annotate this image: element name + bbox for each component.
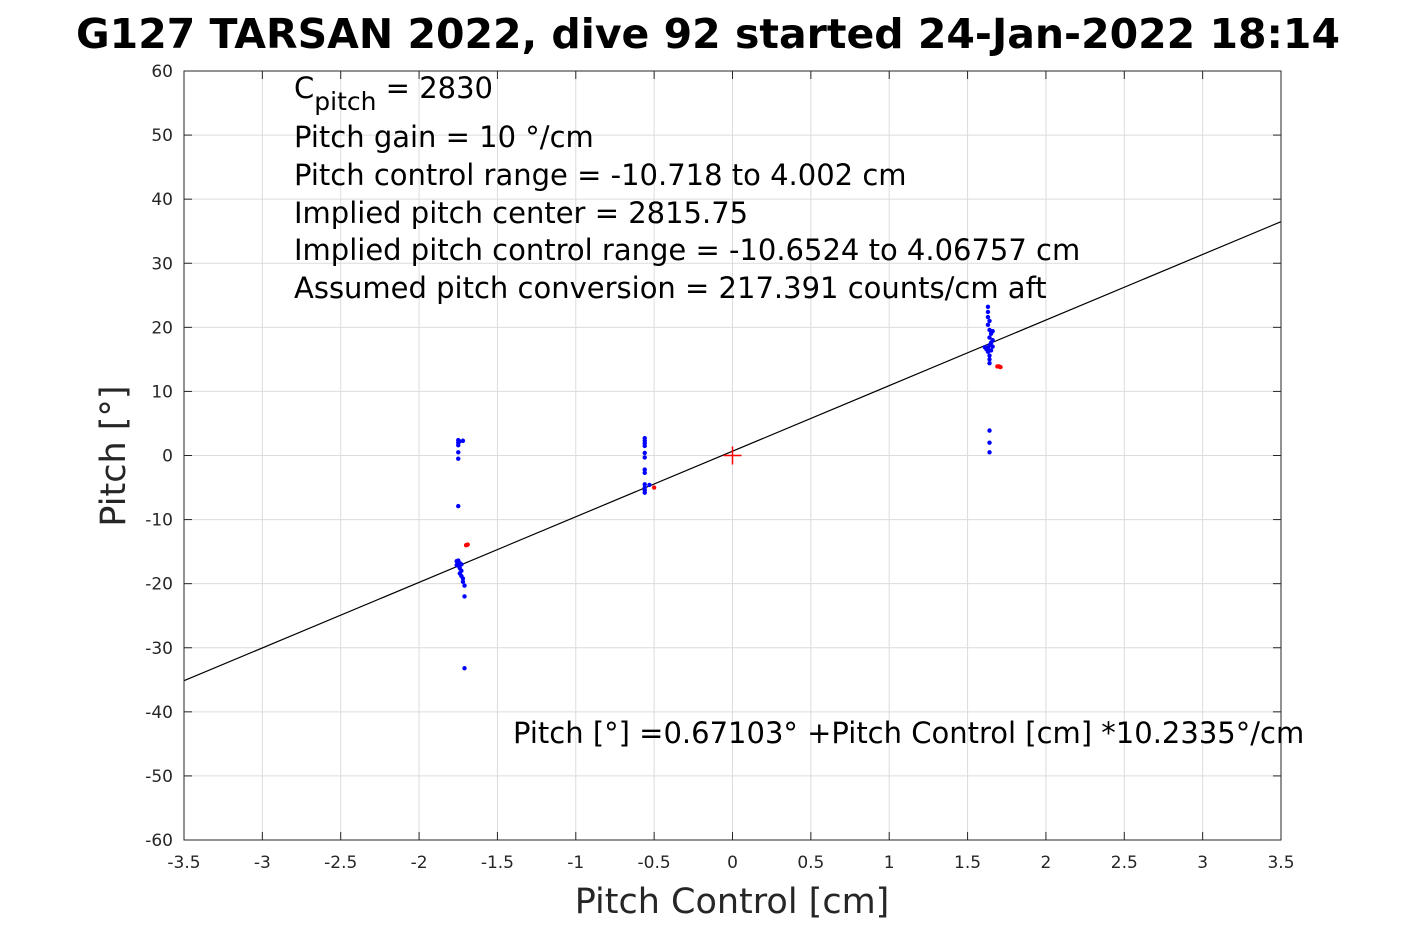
data-point xyxy=(460,438,466,443)
x-tick-label: -3.5 xyxy=(167,853,200,873)
data-point xyxy=(456,450,461,455)
data-point xyxy=(987,335,992,340)
data-point xyxy=(642,455,647,460)
y-axis-label: Pitch [°] xyxy=(94,385,134,526)
pitch-gain-annotation: Pitch gain = 10 °/cm xyxy=(294,120,594,154)
data-point xyxy=(454,559,459,564)
data-point xyxy=(985,309,991,315)
chart-title: G127 TARSAN 2022, dive 92 started 24-Jan… xyxy=(76,10,1340,58)
data-point xyxy=(982,344,988,350)
pitch-control-range-annotation: Pitch control range = -10.718 to 4.002 c… xyxy=(294,158,907,192)
y-tick-label: -50 xyxy=(145,767,173,787)
implied-pitch-control-range-annotation: Implied pitch control range = -10.6524 t… xyxy=(294,233,1080,267)
data-point xyxy=(462,594,467,599)
data-point xyxy=(456,503,461,509)
data-point xyxy=(985,322,991,327)
y-tick-label: -30 xyxy=(145,639,173,659)
x-axis-label: Pitch Control [cm] xyxy=(575,882,890,922)
data-point xyxy=(987,353,992,358)
x-tick-label: 2.5 xyxy=(1111,853,1138,873)
y-tick-label: 30 xyxy=(151,254,173,274)
y-axis-ticks: 60 50 40 30 20 10 0 -10 -20 -30 -40 -50 -60 xyxy=(145,62,1281,851)
data-point xyxy=(990,328,995,334)
data-point xyxy=(462,583,467,588)
y-tick-label: -20 xyxy=(145,575,173,595)
x-axis-ticks: -3.5 -3 -2.5 -2 -1.5 -1 -0.5 0 0.5 1 1.5 2 2.5 3 3.5 xyxy=(167,71,1295,873)
x-tick-label: 3.5 xyxy=(1267,853,1294,873)
y-tick-label: 0 xyxy=(162,447,173,467)
x-tick-label: 2 xyxy=(1041,853,1052,873)
data-point xyxy=(459,562,464,567)
data-point xyxy=(987,428,992,433)
y-tick-label: 40 xyxy=(151,190,173,210)
y-tick-label: 10 xyxy=(151,382,173,402)
data-point xyxy=(987,450,992,455)
data-point xyxy=(985,304,991,310)
c-pitch-subscript: pitch xyxy=(314,87,376,116)
x-tick-label: -2 xyxy=(411,853,428,873)
x-tick-label: 1 xyxy=(884,853,895,873)
c-pitch-annotation: Cpitch = 2830 xyxy=(294,71,493,116)
x-tick-label: 3 xyxy=(1197,853,1208,873)
data-point xyxy=(990,344,995,349)
data-point xyxy=(985,314,991,320)
y-tick-label: -40 xyxy=(145,703,173,723)
data-point xyxy=(642,490,647,495)
x-tick-label: -3 xyxy=(254,853,271,873)
y-tick-label: -60 xyxy=(145,831,173,851)
excluded-data-point xyxy=(998,364,1003,370)
data-point xyxy=(647,482,652,488)
implied-pitch-center-annotation: Implied pitch center = 2815.75 xyxy=(294,196,748,230)
x-tick-label: -0.5 xyxy=(638,853,671,873)
data-point xyxy=(988,348,994,353)
data-point xyxy=(642,467,647,472)
data-point xyxy=(456,456,461,461)
excluded-data-point xyxy=(651,485,657,490)
y-tick-label: -10 xyxy=(145,511,173,531)
data-point xyxy=(987,318,992,324)
x-tick-label: -1.5 xyxy=(481,853,514,873)
data-point xyxy=(642,443,647,449)
y-tick-label: 50 xyxy=(151,126,173,146)
center-marker xyxy=(723,446,742,465)
data-point xyxy=(987,440,992,445)
x-tick-label: -1 xyxy=(567,853,584,873)
y-tick-label: 20 xyxy=(151,318,173,338)
data-points xyxy=(454,304,1003,671)
data-point xyxy=(460,576,466,581)
x-tick-label: 0.5 xyxy=(797,853,824,873)
x-tick-label: 0 xyxy=(727,853,738,873)
data-point xyxy=(987,357,992,362)
excluded-data-point xyxy=(463,543,469,548)
data-point xyxy=(987,361,992,366)
data-point xyxy=(642,450,647,456)
fit-equation-annotation: Pitch [°] =0.67103° +Pitch Control [cm] … xyxy=(513,716,1304,750)
data-point xyxy=(462,666,467,671)
c-pitch-base: C xyxy=(294,71,314,105)
c-pitch-value: = 2830 xyxy=(376,71,493,105)
data-point xyxy=(642,470,647,476)
data-point xyxy=(454,562,459,568)
data-point xyxy=(642,482,647,487)
x-tick-label: 1.5 xyxy=(954,853,981,873)
pitch-conversion-annotation: Assumed pitch conversion = 217.391 count… xyxy=(294,271,1047,305)
data-point xyxy=(456,443,461,448)
data-point xyxy=(460,579,466,584)
y-tick-label: 60 xyxy=(151,62,173,82)
x-tick-label: -2.5 xyxy=(324,853,357,873)
